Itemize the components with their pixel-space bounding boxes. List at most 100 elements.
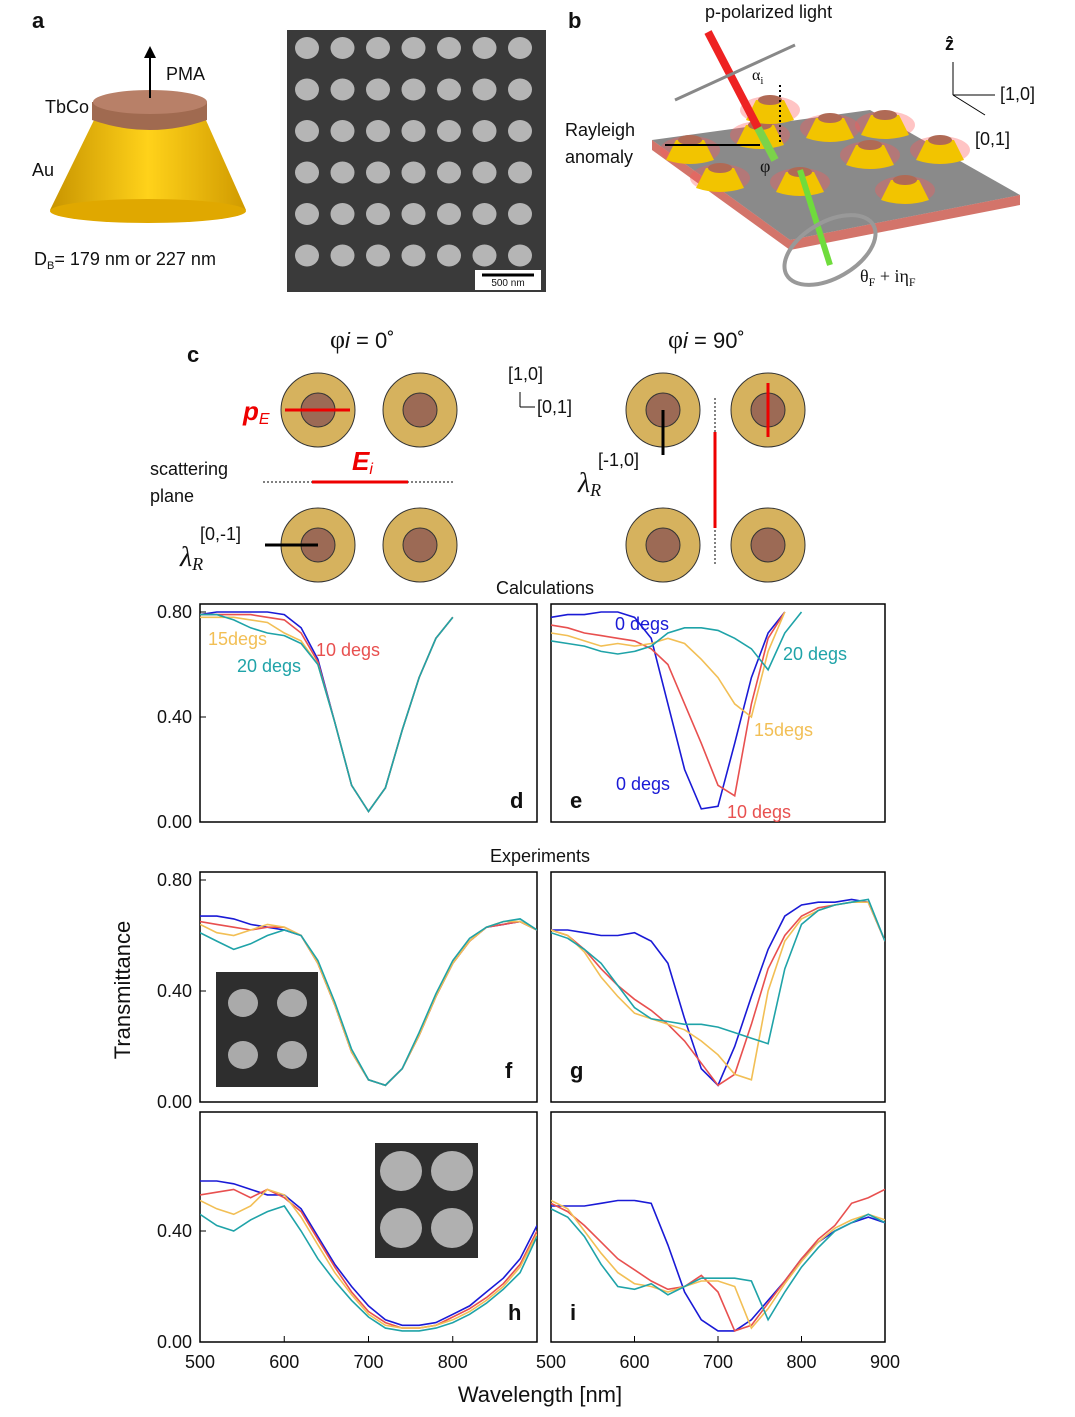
- x-tick-label: 500: [185, 1352, 215, 1372]
- series-line: [551, 611, 786, 798]
- cap: [858, 140, 882, 150]
- sub: R: [589, 480, 601, 500]
- au-cone: [50, 118, 246, 221]
- series-label: 20 degs: [237, 656, 301, 676]
- particle: [508, 161, 532, 184]
- series-label: 0 degs: [616, 774, 670, 794]
- particle: [472, 78, 497, 101]
- x-tick-label: 700: [353, 1352, 383, 1372]
- particle: [366, 78, 390, 101]
- particle: [401, 161, 426, 184]
- alpha-symbol: α: [752, 67, 761, 84]
- series-label: 10 degs: [316, 640, 380, 660]
- cone: [696, 168, 744, 192]
- diameter: DB= 179 nm or 227 nm: [34, 249, 216, 272]
- plot-frame: [550, 603, 886, 823]
- y-tick-label: 0.40: [157, 707, 192, 727]
- cone: [881, 180, 929, 204]
- y-tick-label: 0.40: [157, 1221, 192, 1241]
- particle: [472, 244, 497, 267]
- particle: [366, 120, 390, 142]
- series-line: [551, 1188, 885, 1332]
- particle: [437, 78, 461, 101]
- theta: θ: [860, 266, 869, 286]
- series-line: [551, 1199, 885, 1332]
- l: λ: [577, 468, 590, 499]
- x-tick-label: 700: [703, 1352, 733, 1372]
- rotation-ellipse: [782, 213, 878, 287]
- plane-label: scattering: [150, 459, 228, 479]
- cap: [818, 113, 842, 123]
- panel-label: h: [508, 1300, 521, 1325]
- y-axis: [952, 94, 986, 116]
- particle: [472, 161, 497, 184]
- axis-label: [0,1]: [537, 397, 572, 417]
- tbco-label: TbCo: [45, 97, 89, 117]
- heading: Calculations: [496, 578, 594, 598]
- cap: [758, 95, 782, 105]
- phi: φ: [668, 325, 683, 354]
- particle: [508, 244, 532, 267]
- particle: [437, 203, 461, 225]
- faraday: θF + iηF: [860, 266, 916, 289]
- particle: [228, 989, 258, 1017]
- particle: [380, 1208, 422, 1248]
- particle: [295, 161, 319, 184]
- cone: [861, 115, 909, 139]
- p: p: [242, 396, 259, 426]
- series-line: [200, 1188, 537, 1329]
- core: [645, 527, 681, 563]
- heading: Experiments: [490, 846, 590, 866]
- tbco-top: [93, 90, 207, 114]
- cap: [678, 135, 702, 145]
- eta: + iη: [875, 266, 909, 286]
- phi: φ: [330, 325, 345, 354]
- series-label: 20 degs: [783, 644, 847, 664]
- sub: i: [369, 461, 373, 478]
- particle: [508, 120, 532, 142]
- order: [0,-1]: [200, 524, 241, 544]
- particle: [330, 244, 355, 267]
- cone: [846, 145, 894, 169]
- particle: [295, 37, 319, 59]
- particle: [431, 1151, 473, 1191]
- particle: [366, 244, 390, 267]
- y-tick-label: 0.40: [157, 981, 192, 1001]
- plot-frame: [199, 1111, 538, 1343]
- phi: φ: [760, 156, 770, 176]
- series-line: [200, 1180, 537, 1327]
- particle: [401, 244, 426, 267]
- x-tick-label: 800: [786, 1352, 816, 1372]
- particle: [401, 203, 426, 225]
- particle: [330, 203, 355, 225]
- sub: i: [683, 328, 689, 353]
- particle: [508, 37, 532, 59]
- z-label: ẑ: [945, 34, 954, 54]
- series-label: 10 degs: [727, 802, 791, 822]
- series-line: [551, 898, 885, 1087]
- x-tick-label: 800: [438, 1352, 468, 1372]
- charts: 0.00 0.40 0.80 0 degs 10 degs 15degs 20 degs d 0…: [157, 602, 900, 1372]
- cap: [893, 175, 917, 185]
- x-tick-label: 500: [536, 1352, 566, 1372]
- series-line: [551, 611, 786, 810]
- cap: [873, 110, 897, 120]
- alpha: αi: [752, 67, 763, 87]
- rest: = 0˚: [350, 328, 395, 353]
- particle: [437, 244, 461, 267]
- cone: [746, 100, 794, 124]
- y-axis-label: Transmittance: [110, 921, 135, 1060]
- particle: [508, 78, 532, 101]
- l: λ: [179, 542, 192, 573]
- x-tick-label: 900: [870, 1352, 900, 1372]
- d: D: [34, 249, 47, 269]
- y-tick-label: 0.00: [157, 812, 192, 832]
- plot-frame: [199, 603, 538, 823]
- axis-label: [1,0]: [508, 364, 543, 384]
- particle: [380, 1151, 422, 1191]
- series-line: [551, 901, 885, 1087]
- particle: [330, 120, 355, 142]
- anomaly-label: anomaly: [565, 147, 633, 167]
- insets: [216, 972, 478, 1258]
- plot-frame: [550, 871, 886, 1103]
